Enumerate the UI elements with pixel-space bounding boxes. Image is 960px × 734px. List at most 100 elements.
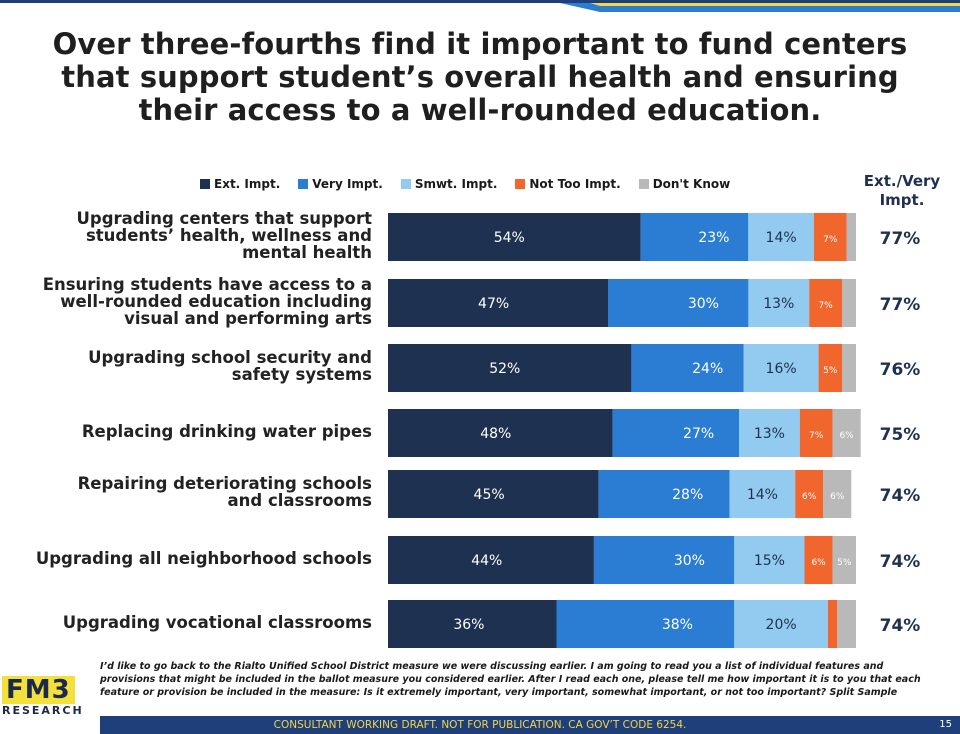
category-label-line: visual and performing arts (124, 308, 372, 328)
bar-data-label: 13% (763, 296, 794, 312)
category-label: Repairing deteriorating schools and class… (20, 475, 372, 509)
bar-data-label: 20% (766, 617, 797, 633)
bar-segment (842, 344, 856, 392)
bar-segment (743, 344, 819, 392)
bar-segment (734, 536, 805, 584)
category-label-line: well-rounded education including (60, 291, 372, 311)
bar-data-label: 6% (802, 492, 817, 502)
category-label-line: mental health (242, 242, 372, 262)
title-line: their access to a well-rounded education… (138, 93, 822, 127)
bar-data-label: 54% (494, 230, 525, 246)
bar-segment (823, 470, 852, 518)
category-label-line: Upgrading school security and (88, 348, 372, 367)
legend-swatch-not-too (515, 179, 526, 189)
bar-data-label: 5% (837, 558, 852, 568)
category-label-line: students’ health, wellness and (85, 225, 372, 245)
bar-segment (556, 600, 735, 648)
bar-data-label: 7% (818, 301, 833, 311)
slide-title: Over three-fourths find it important to … (20, 28, 940, 127)
bar-segment (631, 344, 744, 392)
legend-item-smwt: Smwt. Impt. (400, 177, 498, 191)
logo-main-text: FM3 (2, 676, 75, 704)
page-number: 15 (939, 719, 952, 730)
bar-segment (593, 536, 735, 584)
bar-data-label: 7% (823, 235, 838, 245)
legend-label: Ext. Impt. (214, 177, 281, 191)
legend-swatch-very (298, 179, 309, 189)
bar-data-label: 14% (747, 487, 778, 503)
bar-data-label: 24% (692, 361, 723, 377)
bar-segment (388, 213, 641, 261)
bar-segment (748, 279, 810, 327)
bar-segment (739, 409, 800, 457)
bar-segment (729, 470, 796, 518)
bar-segment (832, 536, 856, 584)
bar-segment (598, 470, 730, 518)
fm3-logo: FM3 RESEARCH (2, 676, 98, 722)
title-line: Over three-fourths find it important to … (52, 27, 908, 61)
category-label: Replacing drinking water pipes (20, 423, 372, 440)
legend-item-ext: Ext. Impt. (200, 177, 280, 191)
legend-label: Very Impt. (312, 177, 383, 191)
category-label: Upgrading centers that support students’ … (20, 210, 372, 261)
legend-label: Smwt. Impt. (414, 177, 498, 191)
total-column-header: Ext./Very Impt. (846, 172, 958, 210)
category-label: Upgrading school security and safety syst… (20, 349, 372, 383)
ext-very-total: 77% (879, 229, 921, 249)
legend-label: Don't Know (652, 177, 731, 191)
bar-segment (612, 409, 739, 457)
bar-data-label: 36% (453, 617, 484, 633)
bar-segment (804, 536, 833, 584)
category-label-line: Upgrading centers that support (76, 208, 372, 228)
bar-segment (388, 536, 594, 584)
bar-segment (734, 600, 828, 648)
legend-item-not-too: Not Too Impt. (515, 177, 621, 191)
bar-data-label: 45% (474, 487, 505, 503)
legend-swatch-smwt (400, 179, 411, 189)
bar-data-label: 6% (830, 492, 845, 502)
ext-very-total: 74% (879, 616, 921, 636)
confidential-banner: CONSULTANT WORKING DRAFT. NOT FOR PUBLIC… (100, 716, 960, 734)
total-column-header-line: Ext./Very (863, 172, 941, 190)
bar-segment (640, 213, 749, 261)
bar-segment (832, 409, 861, 457)
bar-segment (388, 600, 557, 648)
confidential-banner-text: CONSULTANT WORKING DRAFT. NOT FOR PUBLIC… (273, 719, 687, 731)
ext-very-total: 75% (879, 425, 921, 445)
bar-data-label: 47% (478, 296, 509, 312)
total-column-header-line: Impt. (879, 191, 925, 209)
category-label-line: Repairing deteriorating schools (77, 474, 372, 493)
legend-swatch-dont-know (638, 179, 649, 189)
title-line: that support student’s overall health an… (61, 60, 899, 94)
bar-data-label: 27% (683, 426, 714, 442)
legend-swatch-ext (200, 179, 210, 189)
bar-data-label: 13% (754, 426, 785, 442)
bar-segment (799, 409, 833, 457)
bar-segment (809, 279, 842, 327)
top-decorative-bar (0, 0, 960, 12)
bar-segment (795, 470, 824, 518)
legend-item-dont-know: Don't Know (638, 177, 731, 191)
category-label: Ensuring students have access to a well-r… (20, 276, 372, 327)
chart-legend: Ext. Impt. Very Impt. Smwt. Impt. Not To… (200, 176, 730, 192)
bar-data-label: 30% (674, 553, 705, 569)
bar-data-label: 23% (698, 230, 729, 246)
category-label-line: safety systems (231, 365, 372, 384)
bar-segment (837, 600, 856, 648)
logo-sub-text: RESEARCH (2, 704, 84, 717)
bar-segment (818, 344, 842, 392)
bar-segment (388, 344, 632, 392)
ext-very-total: 77% (879, 295, 921, 315)
bar-segment (827, 600, 838, 648)
bar-segment (388, 279, 608, 327)
bar-segment (388, 409, 613, 457)
ext-very-total: 74% (879, 486, 921, 506)
bar-segment (608, 279, 749, 327)
category-label-line: Upgrading all neighborhood schools (35, 548, 372, 568)
bar-segment (813, 213, 847, 261)
bar-data-label: 44% (471, 553, 502, 569)
bar-data-label: 38% (662, 617, 693, 633)
bar-data-label: 15% (754, 553, 785, 569)
legend-label: Not Too Impt. (529, 177, 621, 191)
